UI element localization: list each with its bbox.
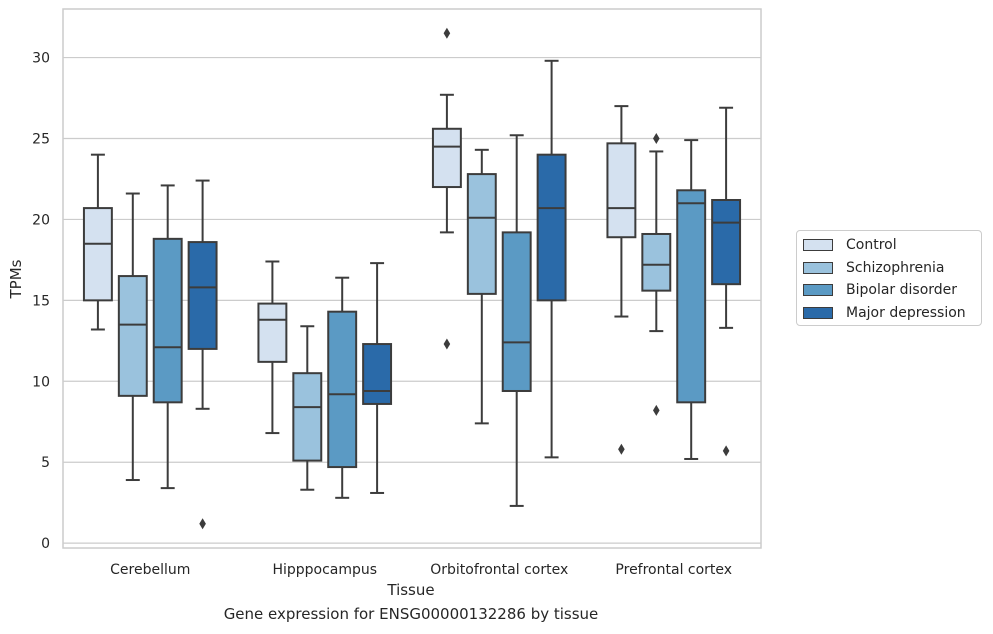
legend-swatch: [803, 239, 833, 251]
legend-item: Schizophrenia: [803, 258, 944, 278]
legend-label: Major depression: [846, 304, 966, 321]
y-tick-label: 5: [41, 455, 50, 471]
y-tick-label: 20: [32, 212, 50, 228]
legend-item: Bipolar disorder: [803, 280, 957, 300]
box-body: [327, 310, 358, 469]
y-axis-title: TPMs: [7, 259, 25, 299]
box-body: [641, 232, 672, 292]
x-axis-title: Tissue: [386, 581, 434, 599]
outlier-point: [653, 132, 660, 144]
legend-swatch: [803, 261, 833, 274]
box-body: [257, 302, 288, 363]
box-major-depression: [362, 262, 393, 494]
box-major-depression: [187, 179, 218, 530]
y-tick-label: 10: [32, 374, 50, 390]
box-body: [152, 237, 183, 404]
legend-item: Major depression: [803, 303, 966, 323]
box-schizophrenia: [292, 325, 323, 491]
box-control: [606, 105, 637, 455]
box-schizophrenia: [117, 192, 148, 482]
x-tick-label: Cerebellum: [110, 562, 190, 578]
box-bipolar-disorder: [152, 184, 183, 490]
outlier-point: [443, 27, 451, 39]
x-tick-label: Orbitofrontal cortex: [430, 562, 568, 578]
y-tick-label: 30: [32, 51, 50, 67]
y-tick-label: 15: [32, 293, 50, 309]
box-body: [187, 241, 218, 350]
box-body: [117, 275, 148, 397]
box-body: [292, 372, 323, 462]
boxes: [82, 27, 742, 530]
box-control: [82, 153, 113, 331]
outlier-point: [199, 518, 206, 530]
box-bipolar-disorder: [327, 276, 358, 499]
y-tick-label: 25: [32, 131, 50, 147]
outlier-point: [618, 443, 625, 455]
legend-item: Control: [803, 235, 897, 255]
box-body: [536, 153, 567, 302]
gridlines: [63, 56, 761, 544]
box-schizophrenia: [641, 132, 672, 416]
box-body: [82, 207, 113, 302]
legend-swatch: [803, 284, 833, 296]
box-body: [501, 231, 532, 392]
x-tick-label: Hipppocampus: [272, 562, 377, 578]
y-tick-label: 0: [41, 536, 50, 552]
y-axis-ticks: 0 5 10 15 20 25 30: [32, 51, 50, 553]
outlier-point: [443, 338, 451, 350]
box-bipolar-disorder: [501, 134, 532, 507]
legend: Control Schizophrenia Bipolar disorder Majo…: [796, 230, 982, 326]
legend-swatch: [803, 306, 833, 319]
box-body: [711, 198, 742, 286]
box-body: [431, 127, 462, 189]
x-axis-ticks: Cerebellum Hipppocampus Orbitofrontal cort…: [110, 562, 732, 578]
box-body: [606, 142, 637, 239]
x-tick-label: Prefrontal cortex: [615, 562, 732, 578]
box-body: [676, 189, 707, 404]
box-control: [257, 260, 288, 435]
box-major-depression: [711, 106, 742, 457]
box-control: [431, 27, 462, 350]
box-schizophrenia: [466, 148, 497, 425]
box-body: [466, 173, 497, 295]
outlier-point: [653, 404, 660, 416]
legend-label: Schizophrenia: [846, 259, 945, 276]
box-body: [362, 343, 393, 405]
box-major-depression: [536, 59, 567, 459]
outlier-point: [722, 445, 730, 457]
box-bipolar-disorder: [676, 139, 707, 460]
legend-label: Control: [846, 237, 897, 253]
chart-caption: Gene expression for ENSG00000132286 by t…: [223, 605, 599, 623]
legend-label: Bipolar disorder: [846, 282, 958, 298]
